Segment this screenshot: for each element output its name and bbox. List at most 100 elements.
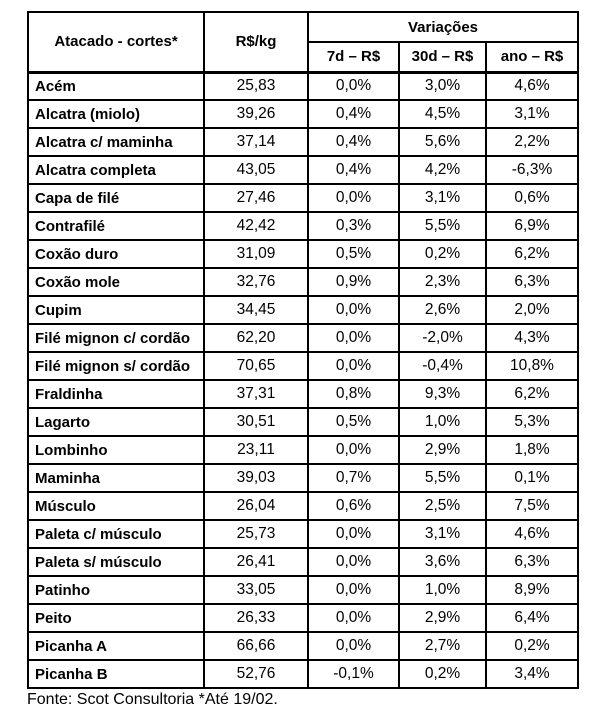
- var-ano-cell: 4,3%: [485, 323, 579, 353]
- table-row: Coxão mole 32,76 0,9% 2,3% 6,3%: [27, 267, 579, 297]
- price-cell: 66,66: [203, 631, 309, 661]
- var-30d-cell: 0,2%: [398, 239, 487, 269]
- price-cell: 26,41: [203, 547, 309, 577]
- price-cell: 37,14: [203, 127, 309, 157]
- source-footnote: Fonte: Scot Consultoria *Até 19/02.: [27, 691, 278, 708]
- table-row: Alcatra (miolo) 39,26 0,4% 4,5% 3,1%: [27, 99, 579, 129]
- var-7d-cell: 0,4%: [307, 155, 400, 185]
- cut-name-cell: Filé mignon s/ cordão: [27, 351, 205, 381]
- var-7d-cell: 0,0%: [307, 351, 400, 381]
- var-7d-cell: 0,0%: [307, 631, 400, 661]
- cut-name-cell: Capa de filé: [27, 183, 205, 213]
- table-row: Lombinho 23,11 0,0% 2,9% 1,8%: [27, 435, 579, 465]
- var-30d-cell: 0,2%: [398, 659, 487, 689]
- var-ano-cell: 4,6%: [485, 519, 579, 549]
- price-cell: 33,05: [203, 575, 309, 605]
- header-cuts: Atacado - cortes*: [27, 11, 205, 74]
- var-30d-cell: 3,1%: [398, 519, 487, 549]
- var-ano-cell: 7,5%: [485, 491, 579, 521]
- var-30d-cell: -2,0%: [398, 323, 487, 353]
- cut-name-cell: Contrafilé: [27, 211, 205, 241]
- var-30d-cell: 1,0%: [398, 407, 487, 437]
- var-7d-cell: 0,9%: [307, 267, 400, 297]
- var-7d-cell: 0,0%: [307, 547, 400, 577]
- var-30d-cell: 4,5%: [398, 99, 487, 129]
- header-price-per-kg: R$/kg: [203, 11, 309, 74]
- price-cell: 42,42: [203, 211, 309, 241]
- var-30d-cell: -0,4%: [398, 351, 487, 381]
- price-cell: 43,05: [203, 155, 309, 185]
- var-7d-cell: -0,1%: [307, 659, 400, 689]
- header-variations-group: Variações: [307, 11, 579, 43]
- table-row: Fraldinha 37,31 0,8% 9,3% 6,2%: [27, 379, 579, 409]
- var-30d-cell: 5,6%: [398, 127, 487, 157]
- var-ano-cell: 3,1%: [485, 99, 579, 129]
- cut-name-cell: Coxão mole: [27, 267, 205, 297]
- table-header-row-main: Atacado - cortes* R$/kg Variações: [27, 11, 579, 74]
- subheader-7d: 7d – R$: [307, 41, 400, 74]
- var-ano-cell: 6,2%: [485, 239, 579, 269]
- cut-name-cell: Picanha A: [27, 631, 205, 661]
- var-7d-cell: 0,8%: [307, 379, 400, 409]
- cut-name-cell: Coxão duro: [27, 239, 205, 269]
- price-cell: 27,46: [203, 183, 309, 213]
- var-ano-cell: 1,8%: [485, 435, 579, 465]
- var-7d-cell: 0,0%: [307, 575, 400, 605]
- price-cell: 52,76: [203, 659, 309, 689]
- cut-name-cell: Lombinho: [27, 435, 205, 465]
- var-30d-cell: 9,3%: [398, 379, 487, 409]
- price-cell: 25,83: [203, 71, 309, 101]
- price-table: Atacado - cortes* R$/kg Variações 7d – R…: [27, 11, 579, 689]
- cut-name-cell: Cupim: [27, 295, 205, 325]
- var-ano-cell: 10,8%: [485, 351, 579, 381]
- cut-name-cell: Filé mignon c/ cordão: [27, 323, 205, 353]
- var-30d-cell: 4,2%: [398, 155, 487, 185]
- var-30d-cell: 3,0%: [398, 71, 487, 101]
- price-cell: 70,65: [203, 351, 309, 381]
- var-ano-cell: 6,3%: [485, 547, 579, 577]
- var-ano-cell: 6,4%: [485, 603, 579, 633]
- cut-name-cell: Alcatra (miolo): [27, 99, 205, 129]
- cut-name-cell: Alcatra completa: [27, 155, 205, 185]
- cut-name-cell: Maminha: [27, 463, 205, 493]
- var-ano-cell: 3,4%: [485, 659, 579, 689]
- var-30d-cell: 1,0%: [398, 575, 487, 605]
- price-cell: 34,45: [203, 295, 309, 325]
- var-30d-cell: 5,5%: [398, 211, 487, 241]
- price-cell: 30,51: [203, 407, 309, 437]
- table-row: Picanha A 66,66 0,0% 2,7% 0,2%: [27, 631, 579, 661]
- var-7d-cell: 0,0%: [307, 183, 400, 213]
- cut-name-cell: Lagarto: [27, 407, 205, 437]
- table-row: Picanha B 52,76 -0,1% 0,2% 3,4%: [27, 659, 579, 689]
- table-row: Maminha 39,03 0,7% 5,5% 0,1%: [27, 463, 579, 493]
- var-7d-cell: 0,3%: [307, 211, 400, 241]
- cut-name-cell: Acém: [27, 71, 205, 101]
- table-row: Músculo 26,04 0,6% 2,5% 7,5%: [27, 491, 579, 521]
- price-cell: 23,11: [203, 435, 309, 465]
- var-30d-cell: 3,1%: [398, 183, 487, 213]
- var-30d-cell: 3,6%: [398, 547, 487, 577]
- price-cell: 26,04: [203, 491, 309, 521]
- var-ano-cell: 8,9%: [485, 575, 579, 605]
- table-row: Peito 26,33 0,0% 2,9% 6,4%: [27, 603, 579, 633]
- var-7d-cell: 0,7%: [307, 463, 400, 493]
- cut-name-cell: Paleta c/ músculo: [27, 519, 205, 549]
- var-30d-cell: 2,6%: [398, 295, 487, 325]
- cut-name-cell: Músculo: [27, 491, 205, 521]
- var-7d-cell: 0,0%: [307, 323, 400, 353]
- table-container: Atacado - cortes* R$/kg Variações 7d – R…: [27, 11, 579, 689]
- price-cell: 31,09: [203, 239, 309, 269]
- table-row: Cupim 34,45 0,0% 2,6% 2,0%: [27, 295, 579, 325]
- var-ano-cell: 6,9%: [485, 211, 579, 241]
- table-row: Patinho 33,05 0,0% 1,0% 8,9%: [27, 575, 579, 605]
- table-body: Acém 25,83 0,0% 3,0% 4,6% Alcatra (miolo) 39,2…: [27, 71, 579, 689]
- price-cell: 25,73: [203, 519, 309, 549]
- var-30d-cell: 2,9%: [398, 435, 487, 465]
- var-ano-cell: 0,6%: [485, 183, 579, 213]
- table-row: Acém 25,83 0,0% 3,0% 4,6%: [27, 71, 579, 101]
- cut-name-cell: Patinho: [27, 575, 205, 605]
- var-30d-cell: 2,7%: [398, 631, 487, 661]
- var-7d-cell: 0,4%: [307, 99, 400, 129]
- var-7d-cell: 0,0%: [307, 435, 400, 465]
- var-ano-cell: 2,0%: [485, 295, 579, 325]
